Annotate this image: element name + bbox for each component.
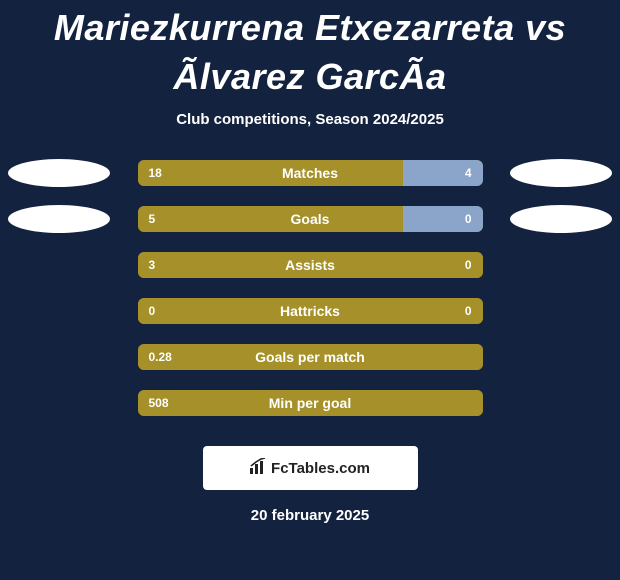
stat-row: 184Matches — [0, 160, 620, 186]
page-title: Mariezkurrena Etxezarreta vs Ãlvarez Gar… — [0, 4, 620, 101]
stat-bar: 50Goals — [138, 206, 483, 232]
stat-row: 30Assists — [0, 252, 620, 278]
player-marker-right — [510, 159, 612, 187]
chart-icon — [250, 458, 268, 479]
player-marker-right — [510, 205, 612, 233]
footer-label: FcTables.com — [271, 460, 370, 477]
footer-badge: FcTables.com — [203, 446, 418, 490]
date-text: 20 february 2025 — [251, 507, 369, 524]
stat-label: Goals per match — [138, 349, 483, 365]
stat-row: 0.28Goals per match — [0, 344, 620, 370]
stat-row: 50Goals — [0, 206, 620, 232]
stat-label: Hattricks — [138, 303, 483, 319]
stat-bar: 30Assists — [138, 252, 483, 278]
stats-area: 184Matches 50Goals 30Assists 00Hattricks 0.2… — [0, 160, 620, 416]
stat-bar: 508Min per goal — [138, 390, 483, 416]
player-marker-left — [8, 205, 110, 233]
stat-row: 508Min per goal — [0, 390, 620, 416]
stat-row: 00Hattricks — [0, 298, 620, 324]
stat-label: Goals — [138, 211, 483, 227]
comparison-container: Mariezkurrena Etxezarreta vs Ãlvarez Gar… — [0, 0, 620, 580]
stat-bar: 00Hattricks — [138, 298, 483, 324]
subtitle: Club competitions, Season 2024/2025 — [176, 111, 444, 128]
player-marker-left — [8, 159, 110, 187]
stat-label: Matches — [138, 165, 483, 181]
stat-bar: 184Matches — [138, 160, 483, 186]
stat-label: Min per goal — [138, 395, 483, 411]
stat-bar: 0.28Goals per match — [138, 344, 483, 370]
stat-label: Assists — [138, 257, 483, 273]
